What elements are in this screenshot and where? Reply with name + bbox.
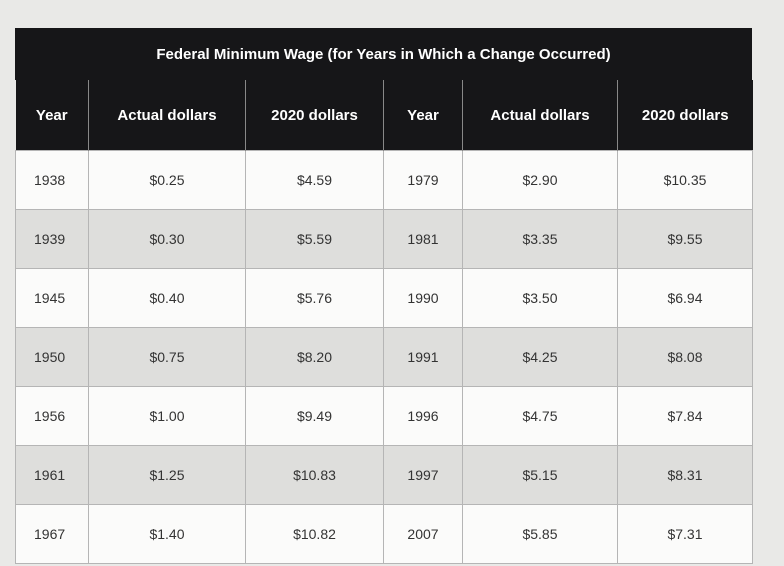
table-cell: 1938 [15, 150, 89, 210]
table-cell: 1967 [15, 504, 89, 564]
table-cell: $8.08 [617, 327, 753, 387]
table-cell: $1.25 [88, 445, 246, 505]
table-cell: $9.55 [617, 209, 753, 269]
table-cell: 1981 [383, 209, 463, 269]
table-cell: $4.75 [462, 386, 618, 446]
table-cell: $10.82 [245, 504, 384, 564]
table-row: 1967 $1.40 $10.82 2007 $5.85 $7.31 [15, 504, 753, 564]
table-cell: 1950 [15, 327, 89, 387]
table-cell: $3.35 [462, 209, 618, 269]
table-cell: $7.31 [617, 504, 753, 564]
header-row: Year Actual dollars 2020 dollars Year Actual… [15, 80, 753, 151]
table-title: Federal Minimum Wage (for Years in Which… [15, 28, 752, 80]
table-cell: 1979 [383, 150, 463, 210]
table-cell: $6.94 [617, 268, 753, 328]
table-body: 1938 $0.25 $4.59 1979 $2.90 $10.35 1939 $0.30 $5… [15, 150, 753, 564]
column-header: 2020 dollars [245, 80, 384, 151]
table-row: 1961 $1.25 $10.83 1997 $5.15 $8.31 [15, 445, 753, 505]
table-cell: $5.15 [462, 445, 618, 505]
table-row: 1945 $0.40 $5.76 1990 $3.50 $6.94 [15, 268, 753, 328]
table-cell: $4.59 [245, 150, 384, 210]
column-header: 2020 dollars [617, 80, 753, 151]
table-cell: $0.25 [88, 150, 246, 210]
column-header: Year [15, 80, 89, 151]
table-cell: 1991 [383, 327, 463, 387]
table-cell: $1.00 [88, 386, 246, 446]
table-cell: $0.40 [88, 268, 246, 328]
table-cell: $7.84 [617, 386, 753, 446]
table-cell: 1961 [15, 445, 89, 505]
table-cell: $9.49 [245, 386, 384, 446]
table-cell: 1990 [383, 268, 463, 328]
wage-table-sheet: Federal Minimum Wage (for Years in Which… [15, 28, 753, 564]
table-cell: $5.76 [245, 268, 384, 328]
table-cell: 1996 [383, 386, 463, 446]
table-row: 1939 $0.30 $5.59 1981 $3.35 $9.55 [15, 209, 753, 269]
table-cell: $3.50 [462, 268, 618, 328]
table-cell: $5.85 [462, 504, 618, 564]
table-cell: 1997 [383, 445, 463, 505]
column-header: Actual dollars [462, 80, 618, 151]
table-cell: $10.83 [245, 445, 384, 505]
table-row: 1950 $0.75 $8.20 1991 $4.25 $8.08 [15, 327, 753, 387]
column-header: Year [383, 80, 463, 151]
table-row: 1938 $0.25 $4.59 1979 $2.90 $10.35 [15, 150, 753, 210]
table-cell: 1939 [15, 209, 89, 269]
table-cell: $2.90 [462, 150, 618, 210]
table-cell: 1945 [15, 268, 89, 328]
table-cell: $5.59 [245, 209, 384, 269]
column-header: Actual dollars [88, 80, 246, 151]
table-cell: $0.75 [88, 327, 246, 387]
table-cell: 2007 [383, 504, 463, 564]
table-cell: $8.20 [245, 327, 384, 387]
table-cell: 1956 [15, 386, 89, 446]
wage-table: Year Actual dollars 2020 dollars Year Actual… [15, 80, 753, 564]
table-cell: $10.35 [617, 150, 753, 210]
table-cell: $4.25 [462, 327, 618, 387]
table-cell: $1.40 [88, 504, 246, 564]
table-cell: $8.31 [617, 445, 753, 505]
table-row: 1956 $1.00 $9.49 1996 $4.75 $7.84 [15, 386, 753, 446]
table-cell: $0.30 [88, 209, 246, 269]
